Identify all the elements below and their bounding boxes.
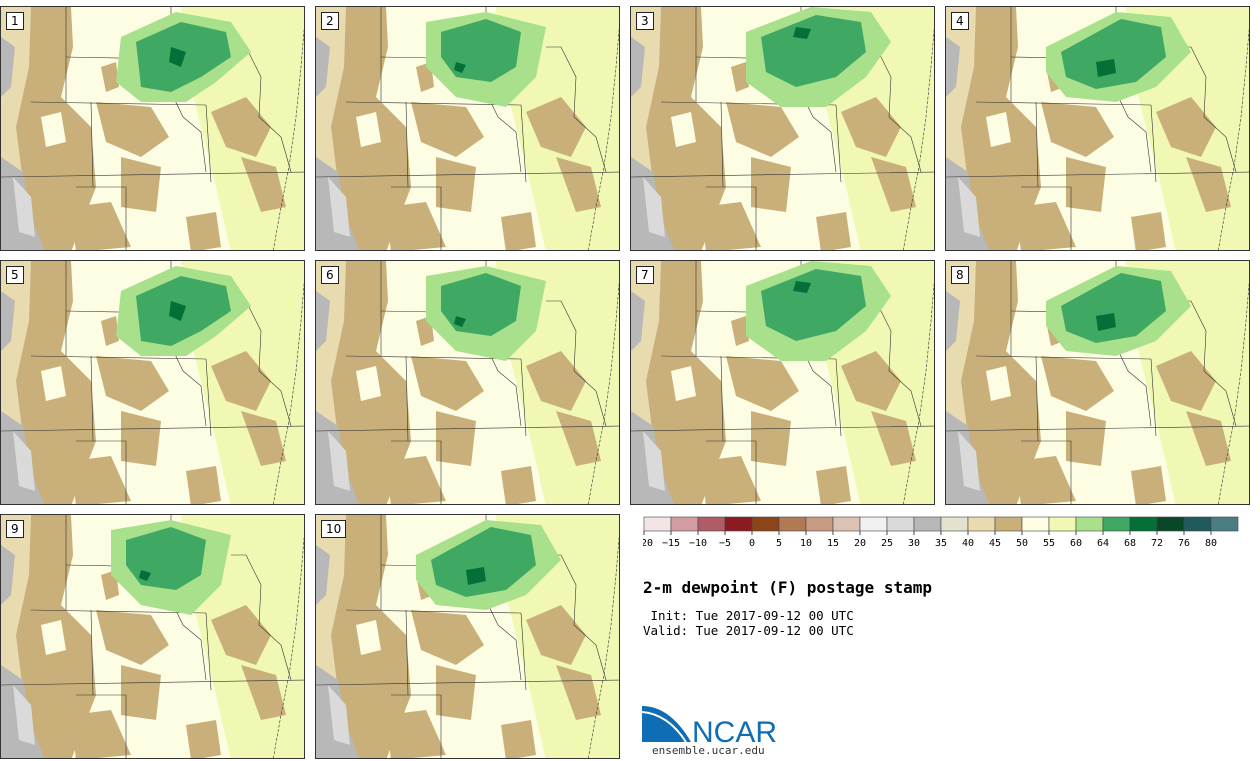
colorbar-tick-label: 20 [854,538,866,549]
colorbar-swatch [994,516,1023,532]
colorbar-tick-label: 5 [776,538,782,549]
site-url: ensemble.ucar.edu [652,744,765,757]
colorbar-swatch [1048,516,1077,532]
ensemble-member-panel: 2 [315,6,620,251]
colorbar-tick-label: 10 [800,538,812,549]
colorbar-tick-label: 72 [1151,538,1163,549]
map-title: 2-m dewpoint (F) postage stamp [643,578,932,597]
colorbar-swatch [832,516,861,532]
member-label: 10 [321,520,347,538]
ncar-logo: NCAR [642,706,777,746]
colorbar-swatch [1210,516,1239,532]
colorbar-tick-label: −5 [719,538,731,549]
member-label: 1 [6,12,24,30]
colorbar-tick-label: 45 [989,538,1001,549]
init-time: Init: Tue 2017-09-12 00 UTC [643,608,854,623]
member-label: 9 [6,520,24,538]
colorbar-tick-label: 55 [1043,538,1055,549]
member-label: 6 [321,266,339,284]
colorbar-swatch [670,516,699,532]
valid-time: Valid: Tue 2017-09-12 00 UTC [643,623,854,638]
colorbar-swatch [751,516,780,532]
colorbar-tick-label: 0 [749,538,755,549]
ensemble-member-panel: 10 [315,514,620,759]
colorbar-tick-label: 76 [1178,538,1190,549]
colorbar-swatch [1102,516,1131,532]
colorbar-swatch [1156,516,1185,532]
member-label: 5 [6,266,24,284]
colorbar-swatch [724,516,753,532]
colorbar: −20 −15 −10 −5 0 5 10 15 20 25 30 35 40 45 50 55 60 64 68 7… [643,516,1239,549]
colorbar-swatch [913,516,942,532]
colorbar-tick-label: −15 [662,538,680,549]
member-label: 3 [636,12,654,30]
ensemble-member-panel: 8 [945,260,1250,505]
ensemble-member-panel: 7 [630,260,935,505]
member-label: 8 [951,266,969,284]
colorbar-tick-label: 64 [1097,538,1109,549]
ensemble-member-panel: 1 [0,6,305,251]
colorbar-swatch [967,516,996,532]
colorbar-swatch [886,516,915,532]
colorbar-swatch [940,516,969,532]
colorbar-tick-label: 15 [827,538,839,549]
colorbar-swatch [1075,516,1104,532]
member-label: 4 [951,12,969,30]
ensemble-member-panel: 4 [945,6,1250,251]
colorbar-tick-label: 80 [1205,538,1217,549]
colorbar-tick-label: 30 [908,538,920,549]
ensemble-member-panel: 6 [315,260,620,505]
colorbar-swatch [697,516,726,532]
colorbar-swatch [1183,516,1212,532]
colorbar-tick-label: −10 [689,538,707,549]
colorbar-tick-label: 68 [1124,538,1136,549]
colorbar-tick-label: 25 [881,538,893,549]
colorbar-swatch [778,516,807,532]
ensemble-member-panel: 3 [630,6,935,251]
ensemble-member-panel: 9 [0,514,305,759]
colorbar-tick-label: 60 [1070,538,1082,549]
colorbar-swatch [805,516,834,532]
colorbar-swatch [643,516,672,532]
colorbar-swatch [1129,516,1158,532]
member-label: 7 [636,266,654,284]
colorbar-swatch [859,516,888,532]
ensemble-member-panel: 5 [0,260,305,505]
colorbar-tick-label: 40 [962,538,974,549]
logo-wordmark: NCAR [692,716,777,746]
colorbar-swatch [1021,516,1050,532]
colorbar-tick-label: −20 [643,538,653,549]
colorbar-tick-label: 50 [1016,538,1028,549]
member-label: 2 [321,12,339,30]
colorbar-tick-label: 35 [935,538,947,549]
